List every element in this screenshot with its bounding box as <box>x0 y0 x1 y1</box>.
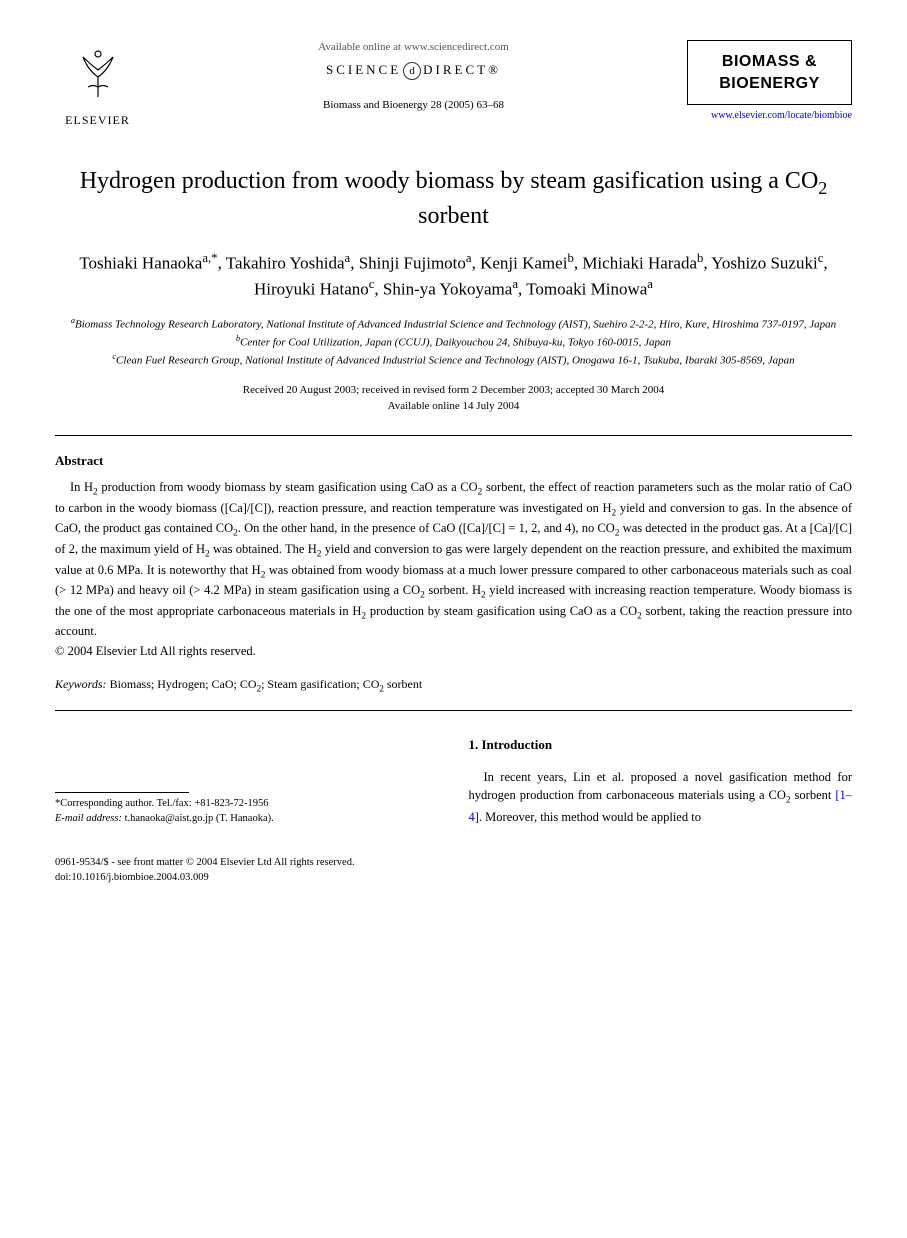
received-date: Received 20 August 2003; received in rev… <box>243 384 665 396</box>
affiliation-line: aBiomass Technology Research Laboratory,… <box>55 315 852 333</box>
elsevier-tree-icon <box>68 42 128 110</box>
available-online-text: Available online at www.sciencedirect.co… <box>160 40 667 55</box>
elsevier-logo: ELSEVIER <box>55 40 140 130</box>
two-column-area: *Corresponding author. Tel./fax: +81-823… <box>55 736 852 826</box>
corresponding-author: *Corresponding author. Tel./fax: +81-823… <box>55 797 439 812</box>
elsevier-label: ELSEVIER <box>65 112 130 128</box>
journal-column: BIOMASS & BIOENERGY www.elsevier.com/loc… <box>687 40 852 123</box>
citation-text: Biomass and Bioenergy 28 (2005) 63–68 <box>160 98 667 113</box>
title-pre: Hydrogen production from woody biomass b… <box>80 168 819 194</box>
affiliation-line: bCenter for Coal Utilization, Japan (CCU… <box>55 333 852 351</box>
authors-list: Toshiaki Hanaokaa,*, Takahiro Yoshidaa, … <box>55 250 852 301</box>
keywords-label: Keywords: <box>55 677 107 691</box>
corr-phone: +81-823-72-1956 <box>194 798 268 809</box>
footer-line1: 0961-9534/$ - see front matter © 2004 El… <box>55 856 852 871</box>
rule-top <box>55 435 852 436</box>
online-date: Available online 14 July 2004 <box>388 400 520 412</box>
journal-url[interactable]: www.elsevier.com/locate/biombioe <box>687 109 852 123</box>
affiliations: aBiomass Technology Research Laboratory,… <box>55 315 852 369</box>
affiliation-line: cClean Fuel Research Group, National Ins… <box>55 351 852 369</box>
left-column: *Corresponding author. Tel./fax: +81-823… <box>55 736 439 826</box>
title-sub: 2 <box>818 178 827 198</box>
footer-line2: doi:10.1016/j.biombioe.2004.03.009 <box>55 871 852 886</box>
email-address: t.hanaoka@aist.go.jp (T. Hanaoka). <box>122 813 274 824</box>
center-header: Available online at www.sciencedirect.co… <box>140 40 687 113</box>
keywords-block: Keywords: Biomass; Hydrogen; CaO; CO2; S… <box>55 676 852 695</box>
sd-right: DIRECT® <box>423 62 501 77</box>
corr-label: *Corresponding author. Tel./fax: <box>55 798 194 809</box>
title-post: sorbent <box>418 203 489 229</box>
sd-left: SCIENCE <box>326 62 401 77</box>
email-label: E-mail address: <box>55 813 122 824</box>
sd-at-icon: d <box>403 62 421 80</box>
intro-body: In recent years, Lin et al. proposed a n… <box>469 768 853 826</box>
intro-heading: 1. Introduction <box>469 736 853 754</box>
abstract-copyright: © 2004 Elsevier Ltd All rights reserved. <box>55 643 852 660</box>
abstract-heading: Abstract <box>55 452 852 470</box>
header-row: ELSEVIER Available online at www.science… <box>55 40 852 130</box>
rule-bottom <box>55 710 852 711</box>
right-column: 1. Introduction In recent years, Lin et … <box>469 736 853 826</box>
keywords-text: Biomass; Hydrogen; CaO; CO2; Steam gasif… <box>107 677 423 691</box>
article-title: Hydrogen production from woody biomass b… <box>55 165 852 232</box>
dates-block: Received 20 August 2003; received in rev… <box>55 382 852 415</box>
journal-box: BIOMASS & BIOENERGY <box>687 40 852 105</box>
journal-name-2: BIOENERGY <box>700 73 839 95</box>
abstract-body: In H2 production from woody biomass by s… <box>55 479 852 641</box>
email-footnote: E-mail address: t.hanaoka@aist.go.jp (T.… <box>55 812 439 827</box>
sciencedirect-logo: SCIENCEdDIRECT® <box>160 61 667 80</box>
page-footer: 0961-9534/$ - see front matter © 2004 El… <box>55 856 852 885</box>
footnote-rule <box>55 792 189 793</box>
journal-name-1: BIOMASS & <box>700 51 839 73</box>
